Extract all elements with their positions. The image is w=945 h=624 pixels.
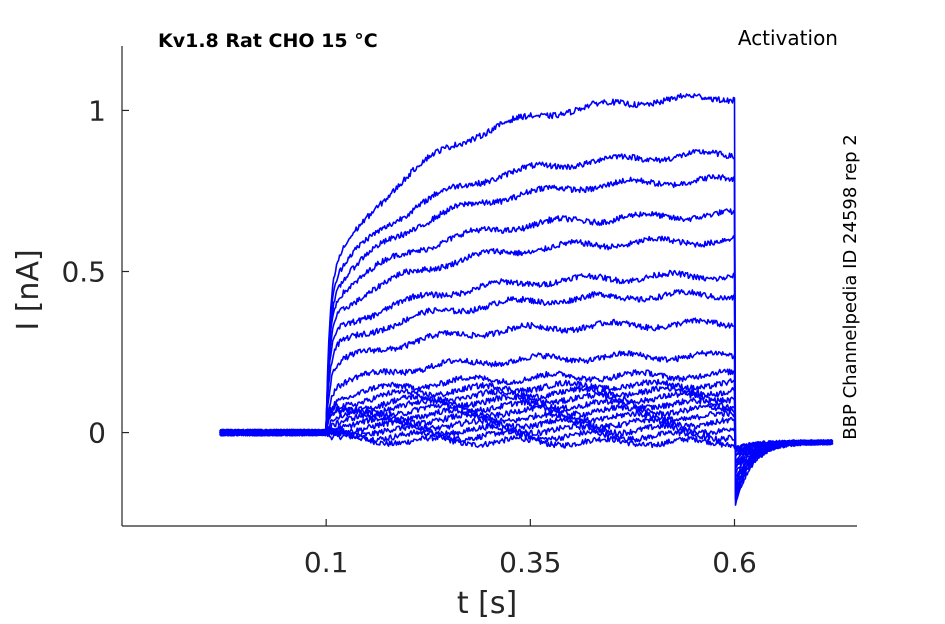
x-axis-label: t [s]: [457, 586, 517, 621]
current-trace: [219, 149, 834, 500]
current-trace: [219, 93, 834, 506]
y-axis-label: I [nA]: [11, 249, 46, 330]
protocol-label: Activation: [738, 26, 838, 50]
chart-title: Kv1.8 Rat CHO 15 °C: [158, 30, 378, 52]
x-tick-label: 0.1: [304, 546, 349, 579]
current-trace: [219, 174, 834, 500]
trace-group: [219, 93, 834, 506]
y-tick-label: 0.5: [61, 256, 106, 289]
y-tick-label: 1: [88, 94, 106, 127]
x-tick-label: 0.6: [712, 546, 757, 579]
source-label: BBP Channelpedia ID 24598 rep 2: [840, 134, 861, 439]
y-tick-group: 00.51: [61, 94, 129, 450]
y-tick-label: 0: [88, 417, 106, 450]
x-tick-label: 0.35: [499, 546, 561, 579]
x-tick-group: 0.1 0.35 0.6: [304, 519, 757, 579]
